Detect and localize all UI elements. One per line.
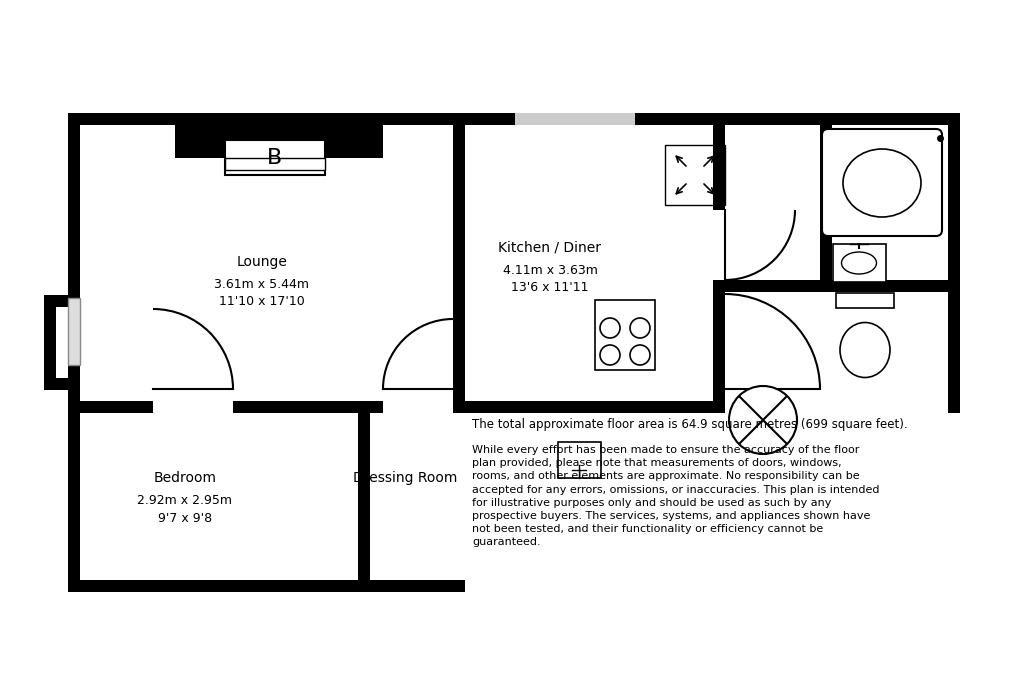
- Text: Lounge: Lounge: [236, 255, 287, 269]
- Bar: [833, 244, 886, 282]
- Bar: [358, 401, 370, 592]
- Bar: [557, 442, 600, 478]
- Bar: [725, 401, 819, 413]
- Bar: [56, 343, 68, 355]
- Bar: [44, 295, 56, 390]
- Ellipse shape: [841, 252, 875, 274]
- Text: 3.61m x 5.44m: 3.61m x 5.44m: [214, 279, 309, 292]
- Bar: [664, 145, 725, 205]
- Ellipse shape: [840, 322, 890, 377]
- Text: Dressing Room: Dressing Room: [353, 471, 457, 485]
- Text: 2.92m x 2.95m: 2.92m x 2.95m: [138, 494, 232, 507]
- Bar: [175, 113, 382, 158]
- Text: 11'10 x 17'10: 11'10 x 17'10: [219, 296, 305, 309]
- Bar: [225, 140, 325, 175]
- Text: Kitchen / Diner: Kitchen / Diner: [498, 241, 601, 255]
- Bar: [836, 293, 893, 308]
- Ellipse shape: [729, 386, 796, 454]
- Text: Bedroom: Bedroom: [153, 471, 216, 485]
- Bar: [44, 295, 70, 307]
- Bar: [68, 298, 79, 365]
- Bar: [56, 331, 68, 343]
- Bar: [56, 319, 68, 331]
- Bar: [465, 401, 725, 413]
- FancyBboxPatch shape: [821, 129, 942, 236]
- Text: 9'7 x 9'8: 9'7 x 9'8: [158, 511, 212, 524]
- Bar: [68, 298, 79, 365]
- Text: While every effort has been made to ensure the accuracy of the floor
plan provid: While every effort has been made to ensu…: [472, 445, 878, 547]
- Bar: [382, 401, 452, 413]
- Bar: [712, 113, 725, 413]
- Ellipse shape: [842, 149, 920, 217]
- Bar: [594, 300, 654, 370]
- Bar: [712, 210, 725, 280]
- Bar: [68, 401, 465, 413]
- Bar: [56, 355, 68, 367]
- Bar: [725, 280, 959, 292]
- Bar: [452, 113, 465, 413]
- Bar: [819, 113, 832, 281]
- Bar: [68, 113, 79, 592]
- Bar: [68, 580, 465, 592]
- Text: B: B: [267, 148, 282, 168]
- Bar: [56, 307, 68, 319]
- Bar: [515, 113, 635, 125]
- Text: 4.11m x 3.63m: 4.11m x 3.63m: [502, 265, 597, 277]
- Bar: [44, 378, 70, 390]
- Text: 13'6 x 11'11: 13'6 x 11'11: [511, 282, 588, 294]
- Bar: [68, 113, 959, 125]
- Bar: [153, 401, 232, 413]
- Bar: [225, 140, 325, 175]
- Bar: [947, 113, 959, 413]
- Text: The total approximate floor area is 64.9 square metres (699 square feet).: The total approximate floor area is 64.9…: [472, 418, 907, 431]
- Bar: [225, 158, 325, 170]
- Bar: [225, 158, 325, 170]
